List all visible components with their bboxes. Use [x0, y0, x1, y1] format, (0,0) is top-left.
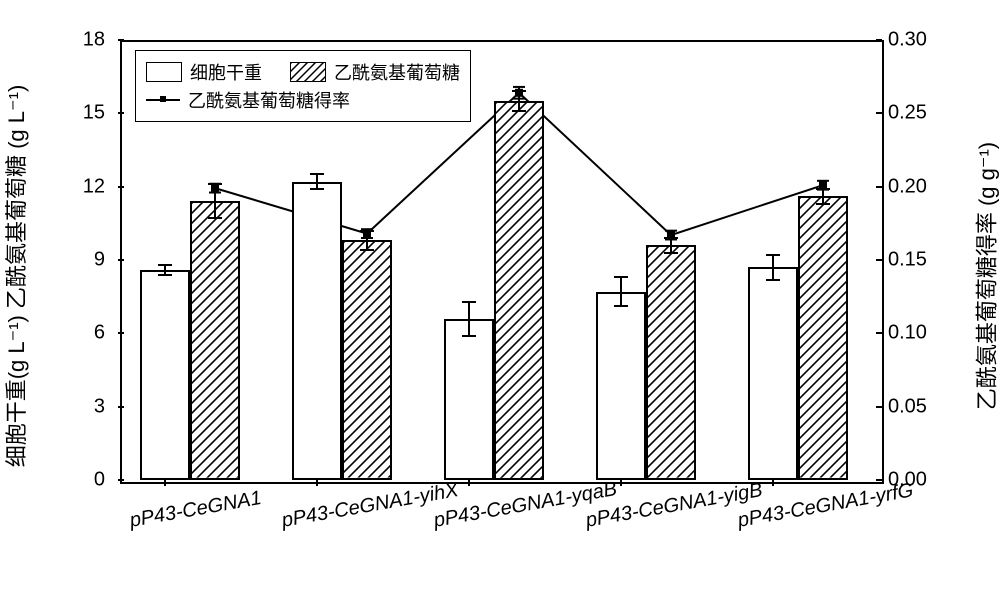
error-cap [664, 252, 678, 254]
error-cap [766, 254, 780, 256]
error-cap [158, 264, 172, 266]
y-left-tick-label: 18 [70, 29, 105, 52]
y-left-tick [118, 259, 124, 261]
error-cap [614, 305, 628, 307]
y-right-tick [876, 39, 882, 41]
bar-dry-weight [748, 267, 798, 480]
error-cap [512, 90, 526, 92]
y-right-tick-label: 0.20 [888, 175, 927, 198]
y-right-tick [876, 332, 882, 334]
y-right-tick [876, 186, 882, 188]
error-bar [620, 277, 622, 306]
y-axis-left-title: 细胞干重(g L⁻¹) 乙酰氨基葡萄糖 (g L⁻¹) [0, 85, 31, 468]
y-right-tick [876, 479, 882, 481]
bar-glcnac [798, 196, 848, 480]
y-left-tick-label: 15 [70, 102, 105, 125]
x-category-label: pP43-CeGNA1-yihX [280, 479, 460, 533]
error-cap [360, 249, 374, 251]
bar-glcnac [190, 201, 240, 480]
y-left-tick-label: 9 [70, 249, 105, 272]
y-left-tick [118, 39, 124, 41]
bar-dry-weight [140, 270, 190, 480]
error-bar [366, 231, 368, 251]
y-right-tick-label: 0.30 [888, 29, 927, 52]
bar-dry-weight [444, 319, 494, 480]
chart-container: 细胞干重 乙酰氨基葡萄糖 乙酰氨基葡萄糖得率 细胞干重(g L⁻¹) 乙酰氨基葡… [0, 0, 1000, 616]
y-left-tick [118, 332, 124, 334]
x-tick [164, 480, 166, 486]
error-cap [664, 237, 678, 239]
y-left-tick-label: 6 [70, 322, 105, 345]
x-category-label: pP43-CeGNA1-yrfG [736, 479, 915, 533]
y-left-tick [118, 186, 124, 188]
error-bar [670, 238, 672, 253]
y-axis-right-title: 乙酰氨基葡萄糖得率 (g g⁻¹) [969, 142, 1000, 410]
y-left-tick-label: 0 [70, 469, 105, 492]
error-cap [816, 188, 830, 190]
y-left-tick [118, 479, 124, 481]
error-cap [360, 230, 374, 232]
y-left-tick [118, 112, 124, 114]
bar-glcnac [646, 245, 696, 480]
error-bar [214, 184, 216, 218]
y-right-tick-label: 0.25 [888, 102, 927, 125]
error-cap [816, 203, 830, 205]
y-right-tick [876, 406, 882, 408]
error-cap [462, 335, 476, 337]
y-right-tick [876, 259, 882, 261]
x-category-label: pP43-CeGNA1 [128, 487, 263, 533]
x-tick [620, 480, 622, 486]
error-cap [310, 188, 324, 190]
y-left-tick-label: 12 [70, 175, 105, 198]
error-cap [208, 217, 222, 219]
y-right-tick-label: 0.05 [888, 395, 927, 418]
y-right-tick [876, 112, 882, 114]
bar-dry-weight [292, 182, 342, 480]
x-tick [772, 480, 774, 486]
error-cap [512, 110, 526, 112]
y-left-tick [118, 406, 124, 408]
error-bar [316, 174, 318, 189]
error-bar [468, 302, 470, 336]
bar-glcnac [494, 101, 544, 480]
y-left-tick-label: 3 [70, 395, 105, 418]
x-tick [468, 480, 470, 486]
error-cap [158, 274, 172, 276]
y-right-tick-label: 0.10 [888, 322, 927, 345]
error-bar [518, 91, 520, 111]
error-cap [462, 301, 476, 303]
error-cap [310, 173, 324, 175]
error-bar [822, 189, 824, 204]
bar-dry-weight [596, 292, 646, 480]
x-tick [316, 480, 318, 486]
y-right-tick-label: 0.15 [888, 249, 927, 272]
error-cap [614, 276, 628, 278]
error-cap [208, 183, 222, 185]
bar-glcnac [342, 240, 392, 480]
error-cap [766, 279, 780, 281]
error-bar [772, 255, 774, 279]
